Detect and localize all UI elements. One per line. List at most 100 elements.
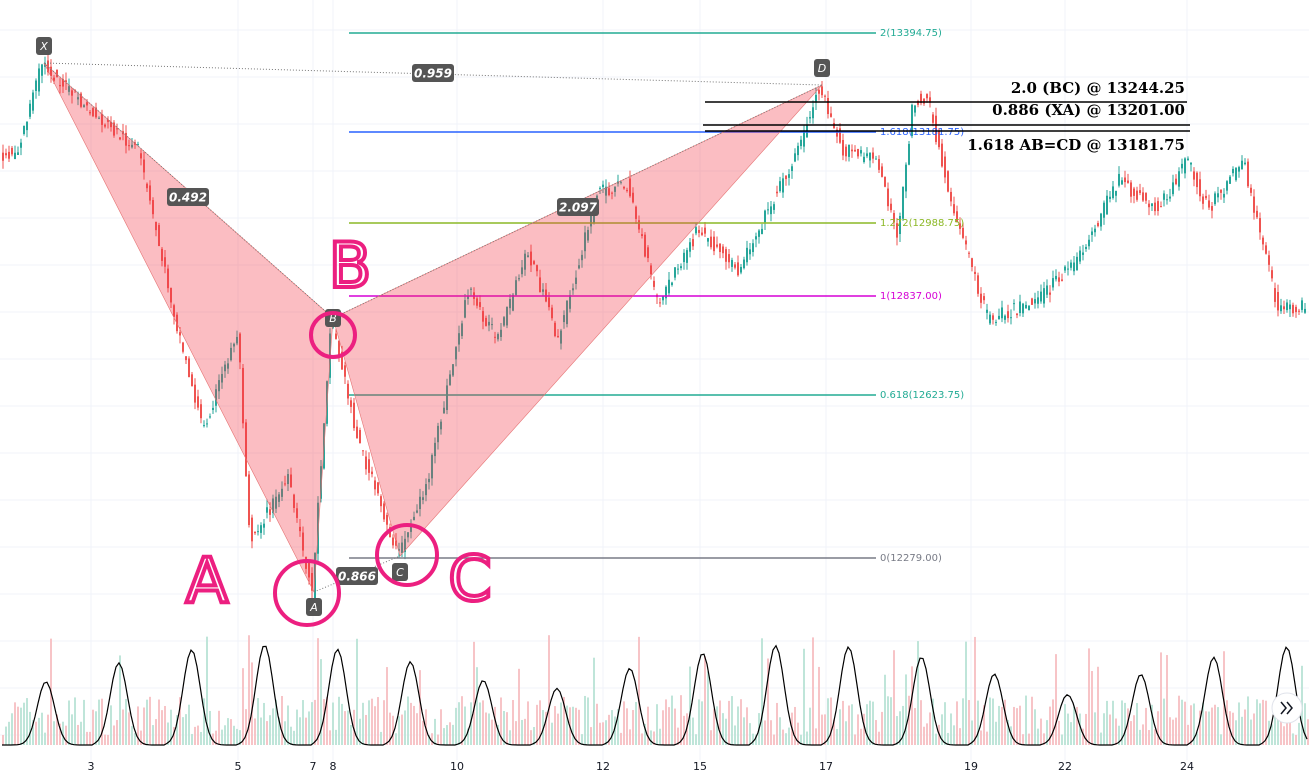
ratio-line [43, 62, 823, 86]
candle-body [392, 537, 394, 546]
candle-body [209, 416, 211, 418]
candle-body [869, 152, 871, 161]
volume-bar [422, 720, 424, 745]
volume-bar [668, 707, 670, 745]
point-badge [306, 598, 322, 616]
candle-body [491, 324, 493, 326]
candle-body [230, 347, 232, 361]
candle-body [344, 365, 346, 377]
volume-bar [980, 730, 982, 745]
candle-body [434, 442, 436, 457]
volume-bar [1040, 718, 1042, 745]
candle-body [485, 317, 487, 326]
volume-bar [1091, 670, 1093, 745]
volume-bar [665, 699, 667, 745]
volume-bar [527, 701, 529, 745]
candle-body [863, 156, 865, 163]
volume-bar [905, 674, 907, 745]
volume-bar [1166, 655, 1168, 745]
candle-body [365, 456, 367, 470]
volume-bar [638, 636, 640, 745]
candle-body [1142, 192, 1144, 201]
candle-body [1157, 201, 1159, 211]
volume-bar [881, 711, 883, 745]
volume-bar [1223, 651, 1225, 745]
volume-bar [866, 704, 868, 745]
candle-body [158, 225, 160, 247]
volume-bar [875, 720, 877, 745]
candle-body [740, 266, 742, 273]
volume-bar [599, 722, 601, 745]
volume-bar [794, 706, 796, 745]
candle-body [59, 85, 61, 87]
volume-bar [1202, 702, 1204, 745]
candle-body [1001, 307, 1003, 319]
volume-bar [248, 635, 250, 745]
volume-bar [371, 698, 373, 745]
volume-bar [908, 695, 910, 745]
candle-body [533, 261, 535, 264]
volume-bar [338, 696, 340, 745]
volume-bar [1130, 721, 1132, 745]
scroll-button[interactable] [1271, 692, 1303, 724]
volume-bar [95, 711, 97, 745]
volume-bar [1217, 707, 1219, 745]
candle-body [557, 335, 559, 337]
candle-body [452, 364, 454, 376]
candle-body [1223, 193, 1225, 198]
volume-bar [221, 729, 223, 745]
volume-bar [701, 701, 703, 745]
volume-bar [458, 702, 460, 745]
volume-bar [32, 720, 34, 745]
volume-bar [1259, 703, 1261, 745]
volume-bar [1148, 730, 1150, 745]
volume-bar [449, 722, 451, 745]
candle-body [1250, 187, 1252, 193]
volume-bar [542, 710, 544, 745]
candle-body [1205, 195, 1207, 199]
volume-bar [1124, 702, 1126, 745]
volume-bar [722, 713, 724, 745]
candle-body [266, 507, 268, 513]
volume-bar [923, 726, 925, 745]
volume-bar [1193, 703, 1195, 745]
volume-bar [1055, 654, 1057, 745]
candle-body [1253, 196, 1255, 213]
candle-body [380, 496, 382, 507]
volume-bar [977, 700, 979, 745]
candle-body [1172, 182, 1174, 195]
volume-bar [1160, 652, 1162, 745]
candle-body [422, 497, 424, 501]
candle-body [278, 494, 280, 502]
volume-bar [971, 720, 973, 745]
volume-bar [818, 666, 820, 745]
candle-body [986, 309, 988, 313]
candle-body [1082, 252, 1084, 255]
volume-bar [926, 723, 928, 745]
candle-body [206, 423, 208, 425]
volume-bar [914, 708, 916, 745]
volume-bar [236, 728, 238, 745]
candle-body [449, 374, 451, 385]
candle-body [1169, 196, 1171, 199]
candle-body [1103, 202, 1105, 218]
volume-bar [497, 724, 499, 745]
volume-bar [608, 714, 610, 745]
candle-body [710, 236, 712, 248]
ratio-label: 0.492 [169, 191, 207, 205]
candle-body [776, 191, 778, 194]
volume-bar [62, 721, 64, 745]
volume-bar [785, 733, 787, 745]
volume-bar [920, 700, 922, 745]
volume-bar [203, 698, 205, 745]
volume-bar [359, 718, 361, 745]
candle-body [950, 191, 952, 202]
candle-body [980, 293, 982, 303]
volume-bar [602, 722, 604, 745]
volume-bar [257, 698, 259, 745]
candle-body [284, 483, 286, 485]
volume-bar [5, 726, 7, 745]
candle-body [1094, 228, 1096, 233]
candle-body [884, 176, 886, 187]
candle-body [1166, 199, 1168, 201]
